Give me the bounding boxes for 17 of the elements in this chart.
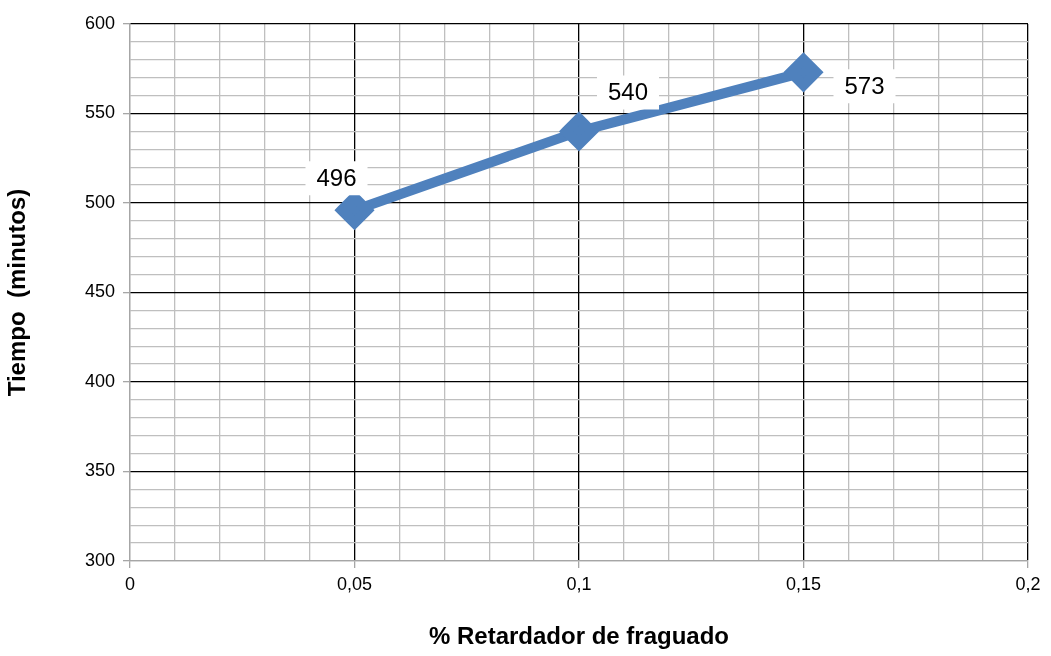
y-tick-label: 500 <box>84 191 115 212</box>
y-tick-label: 450 <box>84 281 115 302</box>
x-tick-label: 0,15 <box>785 573 822 594</box>
data-label: 540 <box>607 78 649 106</box>
data-label: 573 <box>844 71 885 99</box>
y-axis-title: Tiempo (minutos) <box>3 188 31 397</box>
y-tick-label: 400 <box>84 370 115 391</box>
y-tick-label: 350 <box>84 460 115 481</box>
y-tick-label: 600 <box>84 12 115 33</box>
x-tick-label: 0,1 <box>566 573 592 594</box>
x-tick-label: 0,05 <box>336 573 373 594</box>
data-label: 496 <box>316 163 357 191</box>
x-axis-title: % Retardador de fraguado <box>428 622 730 650</box>
x-tick-label: 0,2 <box>1015 573 1041 594</box>
x-tick-label: 0 <box>124 573 136 594</box>
y-tick-label: 550 <box>84 102 115 123</box>
y-tick-label: 300 <box>84 549 115 570</box>
